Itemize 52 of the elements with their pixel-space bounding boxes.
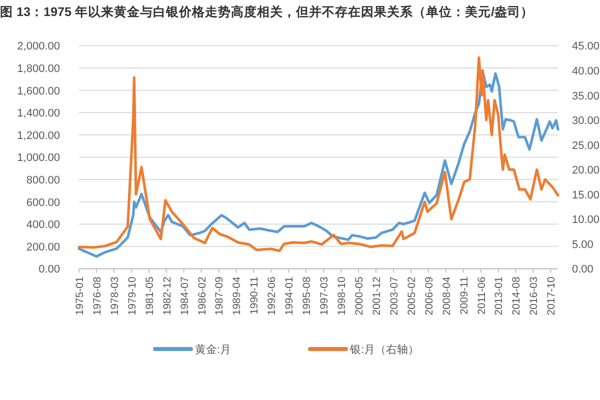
y2-tick-label: 0.00 xyxy=(572,264,594,276)
y-tick-label: 400.00 xyxy=(26,219,60,232)
y2-tick-label: 20.00 xyxy=(572,164,600,177)
x-tick-label: 1979-10 xyxy=(126,276,138,316)
y-tick-label: 0.00 xyxy=(38,264,60,276)
y2-tick-label: 25.00 xyxy=(572,140,600,152)
y2-tick-label: 40.00 xyxy=(572,65,600,78)
x-tick-label: 1990-11 xyxy=(248,276,261,314)
y-tick-label: 1,200.00 xyxy=(17,130,60,142)
y2-tick-label: 5.00 xyxy=(572,238,594,251)
x-tick-label: 2006-09 xyxy=(423,276,436,316)
x-tick-label: 2017-10 xyxy=(546,276,558,316)
x-tick-label: 1981-05 xyxy=(144,276,156,316)
y2-tick-label: 35.00 xyxy=(572,90,600,102)
y2-tick-label: 10.00 xyxy=(572,214,600,226)
y2-tick-label: 30.00 xyxy=(572,115,600,128)
x-tick-label: 1992-06 xyxy=(266,276,278,316)
legend-label: 黄金:月 xyxy=(195,343,232,356)
x-tick-label: 1994-01 xyxy=(284,276,296,316)
x-tick-label: 2014-08 xyxy=(510,276,523,316)
chart-title: 图 13：1975 年以来黄金与白银价格走势高度相关，但并不存在因果关系（单位：美元/盎司） xyxy=(0,4,534,19)
x-tick-label: 1987-09 xyxy=(214,276,226,316)
y2-tick-label: 45.00 xyxy=(572,40,600,53)
x-tick-label: 2008-04 xyxy=(440,276,453,316)
legend-label: 银:月（右轴） xyxy=(349,343,420,356)
y-tick-label: 1,000.00 xyxy=(17,152,60,164)
y-tick-label: 1,400.00 xyxy=(17,108,60,120)
x-tick-label: 1997-03 xyxy=(318,276,331,316)
x-tick-label: 1989-04 xyxy=(231,276,244,316)
x-tick-label: 1975-01 xyxy=(74,276,86,316)
x-tick-label: 2003-07 xyxy=(388,276,400,316)
x-tick-label: 1986-02 xyxy=(196,276,208,316)
x-tick-label: 2000-05 xyxy=(353,276,366,316)
y-tick-label: 1,800.00 xyxy=(17,63,60,75)
x-tick-label: 1976-08 xyxy=(91,276,104,316)
y-tick-label: 800.00 xyxy=(26,174,60,186)
y-tick-label: 1,600.00 xyxy=(17,85,60,98)
x-tick-label: 1982-12 xyxy=(161,276,174,316)
x-tick-label: 1998-10 xyxy=(336,276,348,316)
x-tick-label: 1978-03 xyxy=(108,276,121,316)
x-tick-label: 2005-02 xyxy=(406,276,418,316)
y-tick-label: 600.00 xyxy=(26,196,60,209)
y-tick-label: 2,000.00 xyxy=(17,40,60,53)
x-tick-label: 2011-06 xyxy=(476,276,488,314)
x-tick-label: 2016-03 xyxy=(528,276,540,316)
x-tick-label: 2013-01 xyxy=(493,276,506,316)
x-tick-label: 2001-12 xyxy=(370,276,383,316)
x-tick-label: 1995-08 xyxy=(301,276,314,316)
y2-tick-label: 15.00 xyxy=(572,189,600,202)
x-tick-label: 2009-11 xyxy=(458,276,470,314)
y-tick-label: 200.00 xyxy=(26,241,60,254)
x-tick-label: 1984-07 xyxy=(178,276,191,316)
